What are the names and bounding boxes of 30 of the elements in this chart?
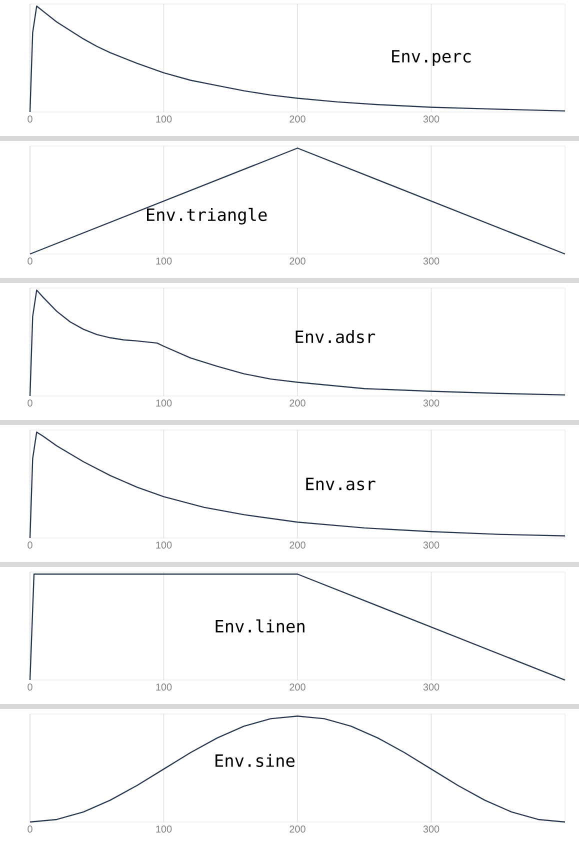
- x-tick-label: 200: [290, 400, 306, 407]
- x-tick-label: 300: [423, 542, 440, 549]
- x-tick-label: 0: [28, 116, 32, 123]
- x-tick-label: 200: [290, 542, 306, 549]
- x-tick-label: 300: [423, 400, 440, 407]
- x-tick-label: 300: [423, 258, 440, 265]
- x-tick-label: 100: [156, 116, 172, 123]
- x-tick-label: 300: [423, 684, 440, 691]
- x-tick-label: 0: [28, 684, 32, 691]
- annotation: Env.triangle: [146, 208, 267, 225]
- annotation: Env.linen: [216, 619, 304, 633]
- x-tick-label: 0: [28, 400, 32, 407]
- x-tick-label: 100: [156, 258, 172, 265]
- x-tick-label: 200: [290, 684, 306, 691]
- x-tick-label: 200: [290, 258, 306, 265]
- x-tick-label: 100: [156, 826, 172, 833]
- x-tick-label: 0: [28, 258, 32, 265]
- annotation: Env.asr: [306, 478, 376, 490]
- x-tick-label: 100: [156, 400, 172, 407]
- x-tick-label: 200: [290, 826, 306, 833]
- annotation: Env.perc: [392, 50, 471, 66]
- annotation: Env.adsr: [296, 330, 376, 344]
- x-tick-label: 300: [423, 826, 440, 833]
- annotation: Env.sine: [216, 754, 294, 767]
- x-tick-label: 100: [156, 542, 172, 549]
- x-tick-label: 0: [28, 542, 32, 549]
- x-tick-label: 0: [28, 826, 32, 833]
- x-tick-label: 200: [290, 116, 306, 123]
- x-tick-label: 300: [423, 116, 440, 123]
- x-tick-label: 100: [156, 684, 172, 691]
